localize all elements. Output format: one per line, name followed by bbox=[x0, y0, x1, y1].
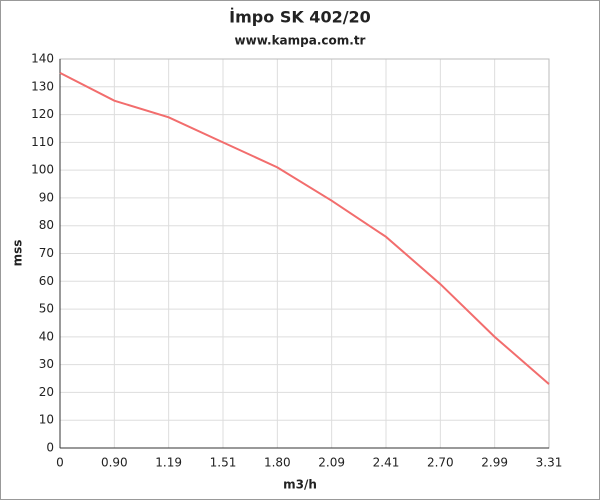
y-tick-label: 30 bbox=[39, 357, 54, 371]
y-tick-label: 110 bbox=[31, 135, 54, 149]
x-tick-label: 2.70 bbox=[427, 456, 454, 470]
y-tick-label: 90 bbox=[39, 190, 54, 204]
y-tick-label: 80 bbox=[39, 218, 54, 232]
chart-subtitle: www.kampa.com.tr bbox=[235, 34, 366, 48]
x-tick-label: 2.09 bbox=[318, 456, 345, 470]
chart-title: İmpo SK 402/20 bbox=[229, 8, 371, 27]
y-axis-label: mss bbox=[11, 240, 25, 267]
x-tick-label: 3.31 bbox=[536, 456, 563, 470]
x-tick-label: 0 bbox=[56, 456, 64, 470]
x-tick-label: 2.41 bbox=[373, 456, 400, 470]
y-tick-label: 40 bbox=[39, 329, 54, 343]
y-tick-label: 120 bbox=[31, 107, 54, 121]
x-tick-label: 1.19 bbox=[155, 456, 182, 470]
y-tick-label: 100 bbox=[31, 163, 54, 177]
x-axis-label: m3/h bbox=[283, 478, 317, 492]
y-tick-label: 50 bbox=[39, 302, 54, 316]
data-line bbox=[59, 72, 550, 385]
y-tick-label: 0 bbox=[46, 441, 54, 455]
y-tick-label: 60 bbox=[39, 274, 54, 288]
y-tick-label: 140 bbox=[31, 52, 54, 66]
x-tick-label: 1.80 bbox=[264, 456, 291, 470]
x-tick-label: 2.99 bbox=[481, 456, 508, 470]
x-tick-label: 0.90 bbox=[101, 456, 128, 470]
y-tick-label: 10 bbox=[39, 413, 54, 427]
y-tick-label: 70 bbox=[39, 246, 54, 260]
x-tick-label: 1.51 bbox=[210, 456, 237, 470]
y-tick-label: 130 bbox=[31, 79, 54, 93]
y-tick-label: 20 bbox=[39, 385, 54, 399]
